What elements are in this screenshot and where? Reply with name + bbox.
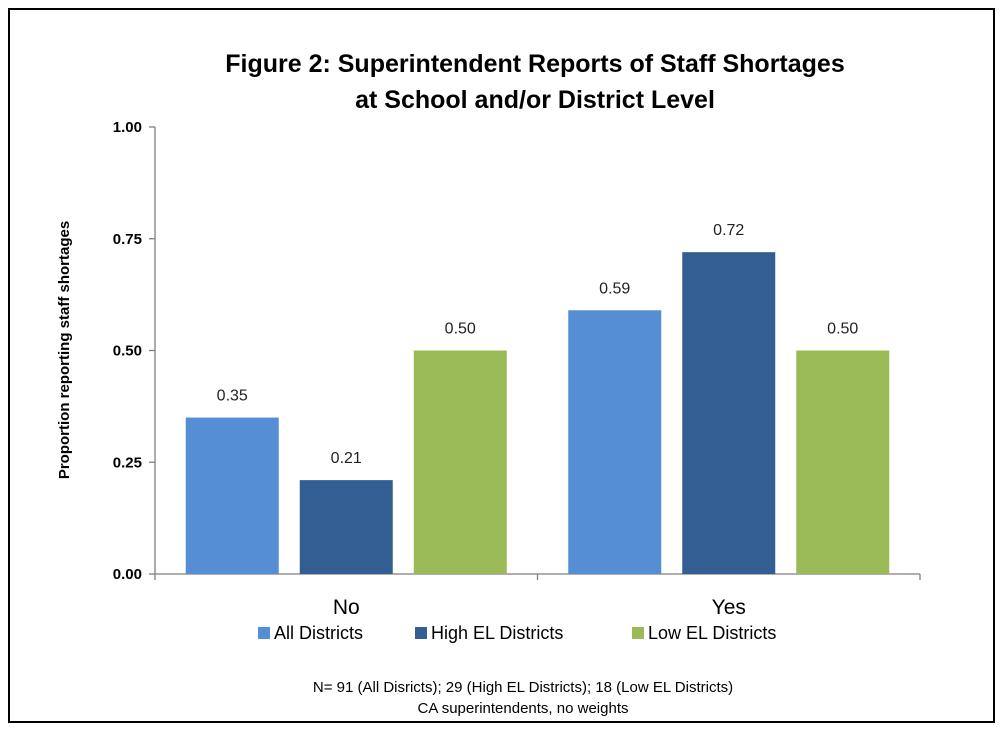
legend-label: Low EL Districts <box>648 623 776 643</box>
data-label: 0.50 <box>827 321 858 338</box>
data-label: 0.21 <box>331 450 362 467</box>
chart-title-line-2: at School and/or District Level <box>355 86 715 114</box>
y-tick-label: 0.00 <box>113 566 142 583</box>
legend-label: High EL Districts <box>431 623 563 643</box>
data-label: 0.50 <box>445 321 476 338</box>
x-category-label: No <box>333 596 360 619</box>
bar <box>682 252 776 574</box>
footnote-line-2: CA superintendents, no weights <box>418 700 629 717</box>
footnote-line-1: N= 91 (All Disricts); 29 (High EL Distri… <box>313 679 733 696</box>
y-tick-label: 0.25 <box>113 454 142 471</box>
x-category-label: Yes <box>712 596 746 619</box>
legend-label: All Districts <box>274 623 363 643</box>
y-axis-label: Proportion reporting staff shortages <box>56 221 73 479</box>
legend-swatch <box>632 627 644 639</box>
legend-swatch <box>415 627 427 639</box>
legend: All Districts High EL Districts Low EL Dis… <box>258 623 776 643</box>
data-label: 0.35 <box>217 388 248 405</box>
bar <box>796 350 890 574</box>
bar <box>299 480 393 574</box>
chart-title-line-1: Figure 2: Superintendent Reports of Staf… <box>225 50 845 78</box>
y-tick-label: 1.00 <box>113 119 142 136</box>
legend-swatch <box>258 627 270 639</box>
data-label: 0.59 <box>599 280 630 297</box>
plot-area: 0.00 0.25 0.50 0.75 1.00 No Yes 0.35 0.21 0.50 0.5… <box>113 119 921 619</box>
data-label: 0.72 <box>713 222 744 239</box>
y-tick-label: 0.50 <box>113 343 142 360</box>
bar <box>185 417 279 574</box>
bar <box>413 350 507 574</box>
bar <box>568 310 662 574</box>
y-tick-label: 0.75 <box>113 231 142 248</box>
